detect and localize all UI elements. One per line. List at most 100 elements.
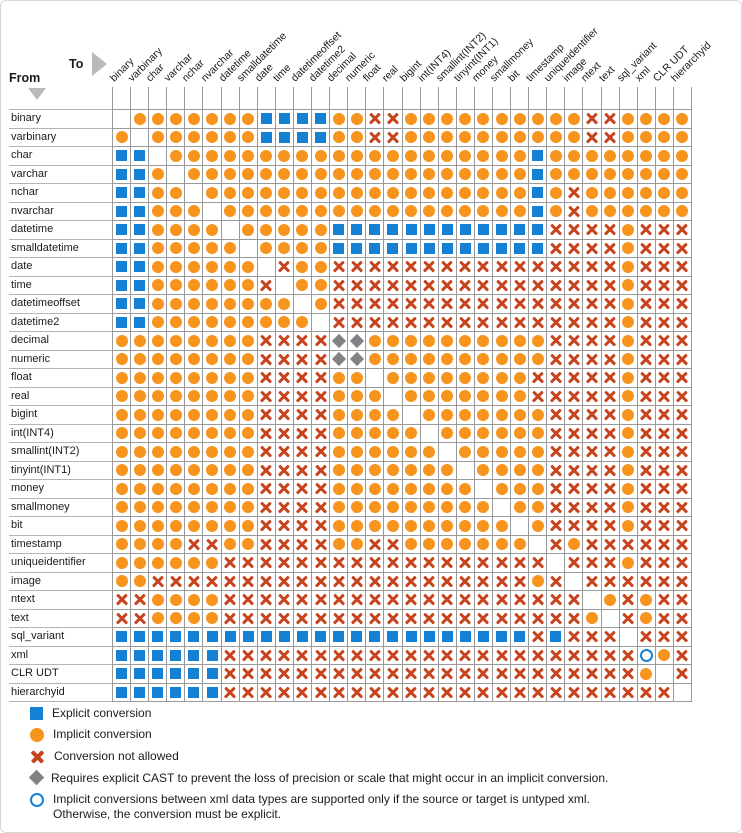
matrix-cell [420, 128, 439, 147]
implicit-circle-icon [441, 131, 454, 144]
implicit-circle-icon [224, 186, 237, 199]
matrix-cell [185, 665, 204, 684]
matrix-cell [619, 221, 638, 240]
not-allowed-x-icon [259, 685, 273, 699]
matrix-cell [420, 350, 439, 369]
implicit-circle-icon [368, 186, 381, 199]
matrix-cell [420, 239, 439, 258]
matrix-cell [384, 572, 403, 591]
matrix-cell [637, 295, 656, 314]
not-allowed-x-icon [404, 556, 418, 570]
matrix-cell [366, 498, 385, 517]
not-allowed-x-icon [314, 371, 328, 385]
matrix-cell [547, 258, 566, 277]
explicit-square-icon [296, 113, 308, 125]
matrix-cell [348, 202, 367, 221]
matrix-cell [619, 646, 638, 665]
not-allowed-x-icon [404, 574, 418, 588]
matrix-cell [167, 332, 186, 351]
matrix-cell [565, 461, 584, 480]
matrix-cell [384, 295, 403, 314]
matrix-cell [312, 461, 331, 480]
not-allowed-x-icon [675, 500, 689, 514]
matrix-cell [312, 313, 331, 332]
implicit-circle-icon [368, 353, 381, 366]
not-allowed-x-icon [332, 611, 346, 625]
matrix-cell [511, 165, 530, 184]
implicit-circle-icon [549, 186, 562, 199]
not-allowed-x-icon [404, 667, 418, 681]
not-allowed-x-icon [223, 648, 237, 662]
matrix-cell [330, 184, 349, 203]
implicit-circle-icon [622, 168, 635, 181]
matrix-cell [131, 628, 150, 647]
matrix-cell [583, 665, 602, 684]
implicit-circle-icon [477, 168, 490, 181]
matrix-cell [456, 332, 475, 351]
not-allowed-x-icon [513, 685, 527, 699]
implicit-circle-icon [640, 205, 653, 218]
matrix-cell [185, 646, 204, 665]
matrix-cell [366, 276, 385, 295]
not-allowed-x-icon [585, 408, 599, 422]
not-allowed-x-icon [277, 334, 291, 348]
matrix-cell [366, 350, 385, 369]
not-allowed-x-icon [567, 278, 581, 292]
matrix-cell [257, 313, 276, 332]
implicit-circle-icon [187, 482, 200, 495]
not-allowed-x-icon [241, 611, 255, 625]
cast-diamond-icon [28, 769, 45, 786]
not-allowed-x-icon [657, 685, 671, 699]
implicit-circle-icon [459, 149, 472, 162]
matrix-cell [239, 165, 258, 184]
implicit-circle-icon [224, 390, 237, 403]
matrix-cell [601, 646, 620, 665]
implicit-circle-icon [676, 131, 689, 144]
implicit-circle-icon [441, 168, 454, 181]
matrix-cell [529, 406, 548, 425]
matrix-cell [312, 258, 331, 277]
matrix-cell [420, 609, 439, 628]
implicit-circle-icon [441, 408, 454, 421]
matrix-cell [529, 258, 548, 277]
not-allowed-x-icon [476, 278, 490, 292]
not-allowed-x-icon [567, 389, 581, 403]
not-allowed-x-icon [259, 482, 273, 496]
matrix-cell [167, 535, 186, 554]
implicit-circle-icon [513, 390, 526, 403]
matrix-cell [221, 461, 240, 480]
implicit-circle-icon [441, 464, 454, 477]
not-allowed-x-icon [639, 278, 653, 292]
matrix-cell [511, 424, 530, 443]
matrix-cell [185, 628, 204, 647]
matrix-cell [402, 313, 421, 332]
not-allowed-x-icon [675, 334, 689, 348]
implicit-circle-icon [224, 538, 237, 551]
matrix-cell [167, 387, 186, 406]
not-allowed-x-icon [404, 685, 418, 699]
implicit-circle-icon [115, 519, 128, 532]
implicit-circle-icon [187, 501, 200, 514]
implicit-circle-icon [115, 408, 128, 421]
matrix-cell [547, 387, 566, 406]
not-allowed-x-icon [675, 648, 689, 662]
matrix-cell [529, 535, 548, 554]
not-allowed-x-icon [440, 685, 454, 699]
matrix-cell [438, 128, 457, 147]
explicit-square-icon [170, 686, 182, 698]
matrix-cell [492, 665, 512, 684]
implicit-circle-icon [224, 408, 237, 421]
implicit-circle-icon [567, 131, 580, 144]
not-allowed-x-icon [458, 278, 472, 292]
matrix-cell [637, 350, 656, 369]
column-tick [166, 87, 184, 109]
not-allowed-x-icon [639, 500, 653, 514]
matrix-cell [456, 628, 475, 647]
row-header-sql_variant: sql_variant [9, 628, 112, 647]
implicit-circle-icon [622, 242, 635, 255]
not-allowed-x-icon [386, 537, 400, 551]
not-allowed-x-icon [639, 389, 653, 403]
implicit-circle-icon [278, 149, 291, 162]
matrix-cell [113, 517, 132, 536]
implicit-circle-icon [585, 168, 598, 181]
